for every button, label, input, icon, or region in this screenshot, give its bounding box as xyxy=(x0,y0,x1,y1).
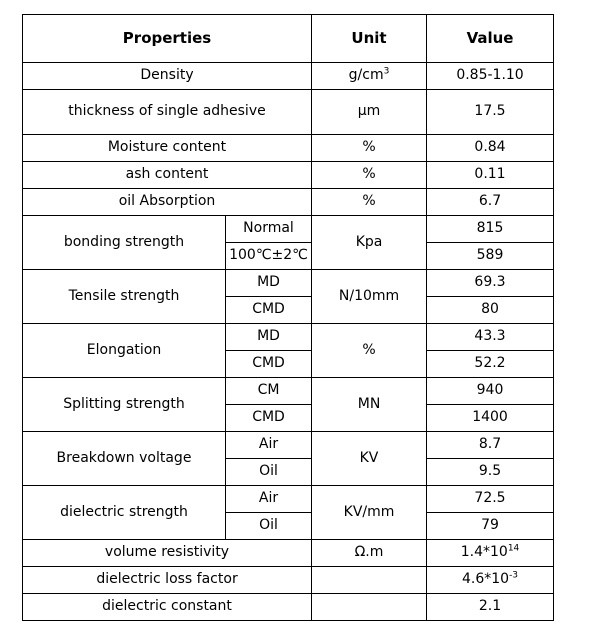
table-row: dielectric constant 2.1 xyxy=(21,593,555,621)
table-row: thickness of single adhesive μm 17.5 xyxy=(21,89,555,135)
value-cell: 940 xyxy=(426,377,555,405)
header-unit: Unit xyxy=(311,14,428,63)
table-row: CMD 52.2 xyxy=(23,350,555,378)
unit-text: g/cm xyxy=(348,67,384,84)
value-cell: 69.3 xyxy=(426,269,555,297)
value-cell: 72.5 xyxy=(426,485,555,513)
value-exponent: -3 xyxy=(509,570,519,581)
value-cell: 17.5 xyxy=(426,89,555,135)
value-cell: 9.5 xyxy=(426,458,555,486)
unit-cell: g/cm3 xyxy=(311,62,428,90)
value-cell: 0.84 xyxy=(426,134,555,162)
table-row: Oil 9.5 xyxy=(23,458,555,486)
unit-cell: KV/mm xyxy=(311,485,428,540)
unit-cell xyxy=(311,593,428,621)
header-row: Properties Unit Value xyxy=(21,14,555,63)
property-cell: dielectric constant xyxy=(21,593,313,621)
unit-superscript: 3 xyxy=(383,66,390,77)
condition-cell: MD xyxy=(224,323,313,351)
property-cell: oil Absorption xyxy=(21,188,313,216)
value-cell: 1400 xyxy=(426,404,555,432)
value-cell: 815 xyxy=(426,215,555,243)
condition-cell: MD xyxy=(224,269,313,297)
unit-cell: Ω.m xyxy=(311,539,428,567)
condition-cell: Oil xyxy=(224,458,313,486)
value-cell: 79 xyxy=(426,512,555,540)
condition-cell: Normal xyxy=(224,215,313,243)
value-cell: 80 xyxy=(426,296,555,324)
property-cell: Tensile strength xyxy=(22,269,226,324)
condition-cell: 100℃±2℃ xyxy=(224,242,313,270)
value-cell: 1.4*1014 xyxy=(426,539,555,567)
table-row: 100℃±2℃ 589 xyxy=(23,242,555,270)
value-cell: 43.3 xyxy=(426,323,555,351)
property-cell: bonding strength xyxy=(22,215,226,270)
property-cell: ash content xyxy=(21,161,313,189)
header-properties: Properties xyxy=(21,14,313,63)
unit-cell: MN xyxy=(311,377,428,432)
condition-cell: Air xyxy=(224,485,313,513)
property-cell: Splitting strength xyxy=(22,377,226,432)
value-cell: 4.6*10-3 xyxy=(426,566,555,594)
condition-cell: CMD xyxy=(224,404,313,432)
unit-cell: N/10mm xyxy=(311,269,428,324)
condition-cell: CMD xyxy=(224,350,313,378)
value-text: 1.4*10 xyxy=(460,544,508,561)
unit-cell: % xyxy=(311,323,428,378)
property-cell: Elongation xyxy=(22,323,226,378)
value-cell: 589 xyxy=(426,242,555,270)
value-cell: 6.7 xyxy=(426,188,555,216)
table-row: Elongation MD % 43.3 xyxy=(22,323,555,378)
table-row: Splitting strength CM MN 940 xyxy=(22,377,555,432)
property-cell: Density xyxy=(21,62,313,90)
value-cell: 0.85-1.10 xyxy=(426,62,555,90)
unit-cell: % xyxy=(311,161,428,189)
value-cell: 8.7 xyxy=(426,431,555,459)
value-cell: 2.1 xyxy=(426,593,555,621)
unit-cell: μm xyxy=(311,89,428,135)
value-exponent: 14 xyxy=(507,543,520,554)
property-cell: Moisture content xyxy=(21,134,313,162)
value-cell: 52.2 xyxy=(426,350,555,378)
unit-cell: % xyxy=(311,134,428,162)
table-row: bonding strength Normal Kpa 815 xyxy=(22,215,555,270)
table-row: Breakdown voltage Air KV 8.7 xyxy=(22,431,555,486)
value-text: 4.6*10 xyxy=(461,571,510,588)
table-row: ash content % 0.11 xyxy=(21,161,555,189)
table-row: CMD 1400 xyxy=(23,404,555,432)
table-row: Density g/cm3 0.85-1.10 xyxy=(21,62,555,90)
table-row: dielectric strength Air KV/mm 72.5 xyxy=(22,485,555,540)
unit-cell: Kpa xyxy=(311,215,428,270)
table-row: volume resistivity Ω.m 1.4*1014 xyxy=(21,539,555,567)
header-value: Value xyxy=(426,14,555,63)
property-cell: thickness of single adhesive xyxy=(21,89,313,135)
property-cell: volume resistivity xyxy=(21,539,313,567)
condition-cell: Oil xyxy=(224,512,313,540)
property-cell: dielectric strength xyxy=(22,485,226,540)
table-row: CMD 80 xyxy=(23,296,555,324)
condition-cell: CM xyxy=(224,377,313,405)
condition-cell: Air xyxy=(224,431,313,459)
table-row: Tensile strength MD N/10mm 69.3 xyxy=(22,269,555,324)
table-row: Moisture content % 0.84 xyxy=(21,134,555,162)
property-cell: dielectric loss factor xyxy=(21,566,313,594)
properties-table: Properties Unit Value Density g/cm3 0.85… xyxy=(21,14,555,621)
table-row: dielectric loss factor 4.6*10-3 xyxy=(21,566,555,594)
unit-cell: KV xyxy=(311,431,428,486)
unit-cell: % xyxy=(311,188,428,216)
table-row: oil Absorption % 6.7 xyxy=(21,188,555,216)
condition-cell: CMD xyxy=(224,296,313,324)
property-cell: Breakdown voltage xyxy=(22,431,226,486)
unit-cell xyxy=(311,566,428,594)
value-cell: 0.11 xyxy=(426,161,555,189)
table-row: Oil 79 xyxy=(23,512,555,540)
